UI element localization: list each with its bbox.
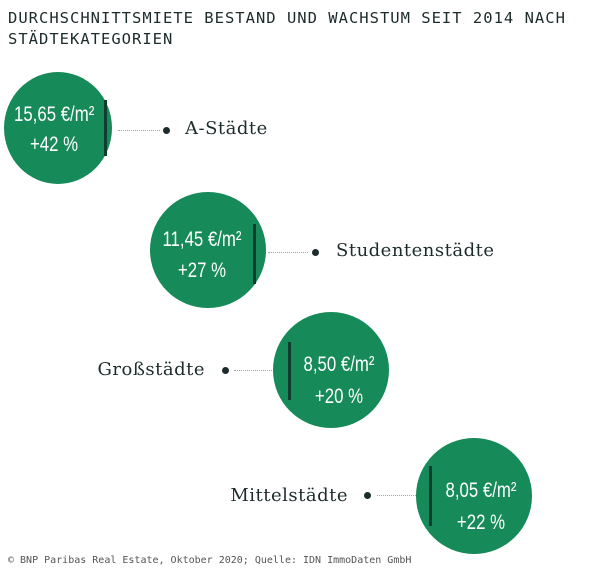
divider <box>288 342 291 400</box>
divider <box>253 224 256 284</box>
marker-dot <box>364 492 371 499</box>
connector <box>234 370 280 371</box>
source-footer: © BNP Paribas Real Estate, Oktober 2020;… <box>8 555 412 566</box>
category-label: Studentenstädte <box>336 240 495 261</box>
growth-value: +27 % <box>177 259 227 282</box>
rent-value: 11,45 €/m² <box>162 228 242 251</box>
chart-title: DURCHSCHNITTSMIETE BESTAND UND WACHSTUM … <box>8 9 566 48</box>
rent-value: 8,05 €/m² <box>445 479 517 502</box>
connector <box>268 252 308 253</box>
category-label: Mittelstädte <box>230 485 348 506</box>
growth-value: +42 % <box>29 133 79 156</box>
growth-value: +22 % <box>456 511 506 534</box>
bubble-mittelstaedte <box>416 438 532 554</box>
growth-value: +20 % <box>314 385 364 408</box>
category-label: Großstädte <box>97 359 205 380</box>
marker-dot <box>222 367 229 374</box>
divider <box>429 466 432 526</box>
divider <box>104 100 107 156</box>
rent-value: 15,65 €/m² <box>14 103 95 126</box>
connector <box>118 130 160 131</box>
connector <box>377 495 420 496</box>
category-label: A-Städte <box>185 118 268 139</box>
bubble-grossstaedte <box>273 312 389 428</box>
marker-dot <box>163 127 170 134</box>
marker-dot <box>312 249 319 256</box>
rent-value: 8,50 €/m² <box>303 353 375 376</box>
bubble-studentenstaedte <box>150 192 266 308</box>
bubble-a-staedte <box>4 72 112 184</box>
